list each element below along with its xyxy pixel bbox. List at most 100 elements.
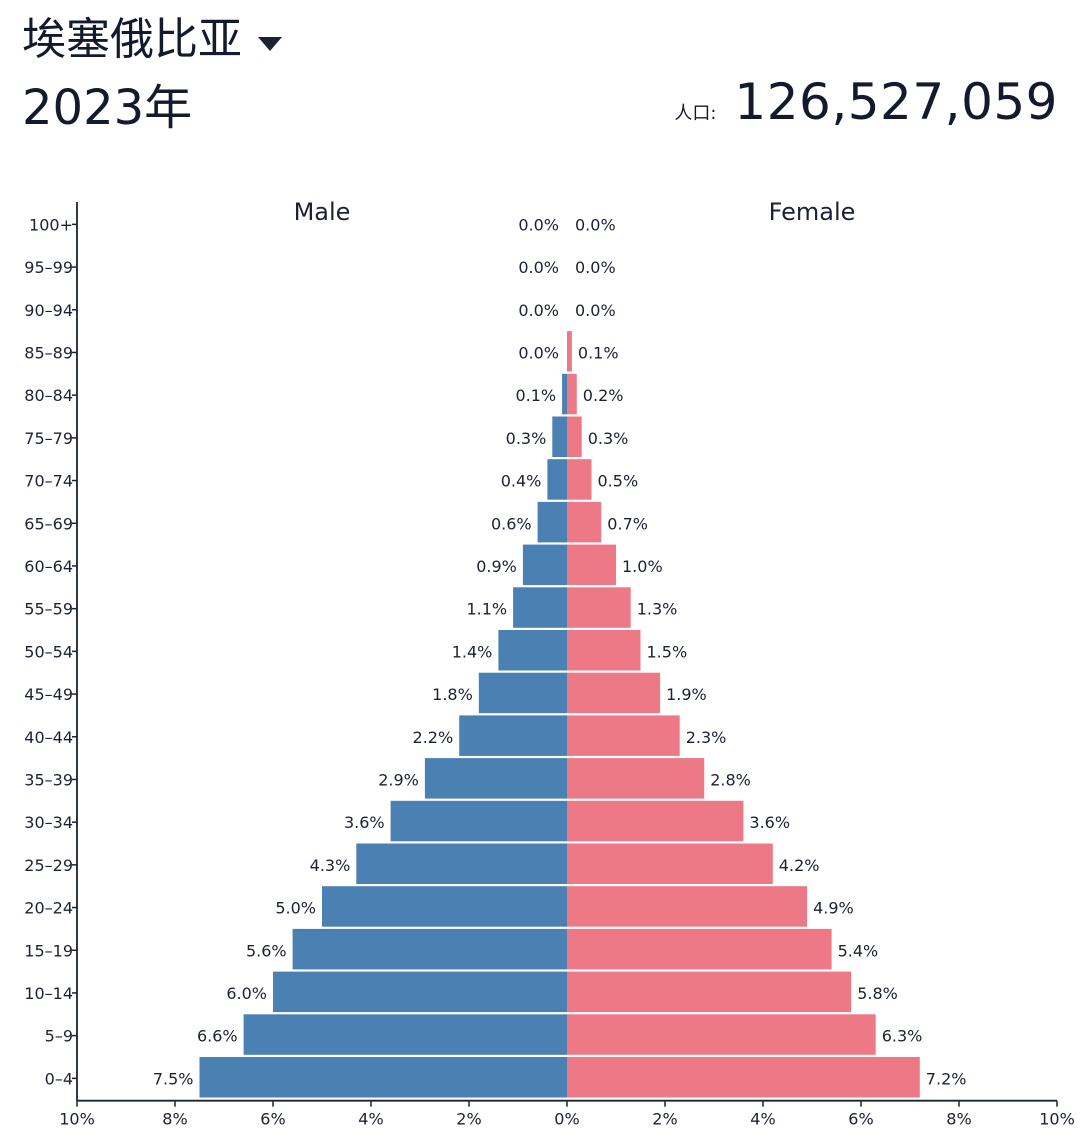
male-bar [562,373,567,415]
female-value-label: 5.4% [838,941,879,960]
male-bar [478,672,567,714]
population-display: 人口: 126,527,059 [674,70,1058,134]
female-value-label: 2.8% [710,770,751,789]
male-bar [498,630,567,671]
y-tick-label: 50–54 [24,642,73,661]
male-bar [273,971,567,1013]
x-tick-label: 4% [750,1110,775,1129]
female-bar [567,715,680,756]
male-value-label: 7.5% [153,1069,194,1088]
x-tick-label: 6% [848,1110,873,1129]
y-tick-label: 10–14 [24,984,73,1003]
female-bar [567,416,582,457]
year-title: 2023年 [22,80,193,136]
x-tick-label: 4% [358,1110,383,1129]
male-bar [292,928,567,970]
female-bar [567,800,744,842]
y-tick-label: 80–84 [24,386,73,405]
y-tick-label: 90–94 [24,301,73,320]
y-tick-label: 20–24 [24,899,73,918]
male-value-label: 1.8% [432,685,473,704]
female-bar [567,971,852,1013]
female-value-label: 1.5% [647,642,688,661]
female-value-label: 0.7% [607,514,648,533]
y-tick-label: 85–89 [24,343,73,362]
male-value-label: 0.3% [506,429,547,448]
female-value-label: 0.1% [578,343,619,362]
female-value-label: 0.0% [575,215,616,234]
female-value-label: 3.6% [749,813,790,832]
y-tick-label: 70–74 [24,472,73,491]
y-tick-label: 15–19 [24,941,73,960]
female-bar [567,1057,920,1098]
female-bar [567,459,592,500]
male-value-label: 0.0% [518,258,559,277]
male-value-label: 2.2% [413,728,454,747]
female-value-label: 0.3% [588,429,629,448]
male-value-label: 6.0% [226,984,267,1003]
male-value-label: 5.6% [246,941,287,960]
x-tick-label: 2% [652,1110,677,1129]
female-bar [567,672,661,714]
y-tick-label: 65–69 [24,514,73,533]
female-bar [567,373,577,415]
country-name: 埃塞俄比亚 [22,14,242,65]
y-tick-label: 75–79 [24,429,73,448]
female-bar [567,630,641,671]
female-bar [567,1014,876,1055]
female-bar [567,928,832,970]
x-tick-label: 2% [456,1110,481,1129]
y-tick-label: 100+ [29,215,73,234]
y-tick-label: 5–9 [45,1027,73,1046]
female-bar [567,886,808,927]
population-value: 126,527,059 [734,73,1058,131]
x-tick-label: 0% [554,1110,579,1129]
female-value-label: 4.9% [813,899,854,918]
male-bar [547,459,567,500]
male-bar [459,715,567,756]
female-value-label: 7.2% [926,1069,967,1088]
male-value-label: 3.6% [344,813,385,832]
male-value-label: 1.4% [452,642,493,661]
male-bar [424,758,567,799]
male-bar [199,1057,567,1098]
female-bar [567,587,631,628]
male-value-label: 0.0% [518,343,559,362]
x-tick-label: 6% [260,1110,285,1129]
female-value-label: 1.0% [622,557,663,576]
male-bar [537,501,567,543]
y-tick-label: 95–99 [24,258,73,277]
female-bar [567,501,602,543]
y-tick-label: 60–64 [24,557,73,576]
bars-layer [199,331,920,1098]
male-bar [522,544,567,586]
y-tick-label: 45–49 [24,685,73,704]
y-tick-label: 30–34 [24,813,73,832]
male-value-label: 0.6% [491,514,532,533]
female-bar [567,758,705,799]
female-value-label: 0.5% [598,472,639,491]
female-value-label: 2.3% [686,728,727,747]
female-bar [567,331,572,372]
male-bar [243,1014,567,1055]
y-tick-label: 35–39 [24,770,73,789]
female-value-label: 4.2% [779,856,820,875]
male-value-label: 0.4% [501,472,542,491]
x-tick-label: 10% [1039,1110,1075,1129]
male-value-label: 0.0% [518,301,559,320]
male-value-label: 0.0% [518,215,559,234]
male-bar [356,843,567,884]
country-selector[interactable]: 埃塞俄比亚 [22,10,282,70]
y-tick-label: 55–59 [24,600,73,619]
female-value-label: 5.8% [857,984,898,1003]
legend-female: Female [769,198,856,226]
male-value-label: 1.1% [466,600,507,619]
y-axis: 0–4 5–9 10–14 15–19 20–24 25–29 30–34 35–39 40–4… [24,202,78,1101]
female-bar [567,843,773,884]
x-tick-label: 10% [59,1110,95,1129]
male-value-label: 0.1% [515,386,556,405]
caret-down-icon[interactable] [258,37,282,51]
female-value-label: 0.0% [575,301,616,320]
population-label: 人口: [674,103,717,124]
